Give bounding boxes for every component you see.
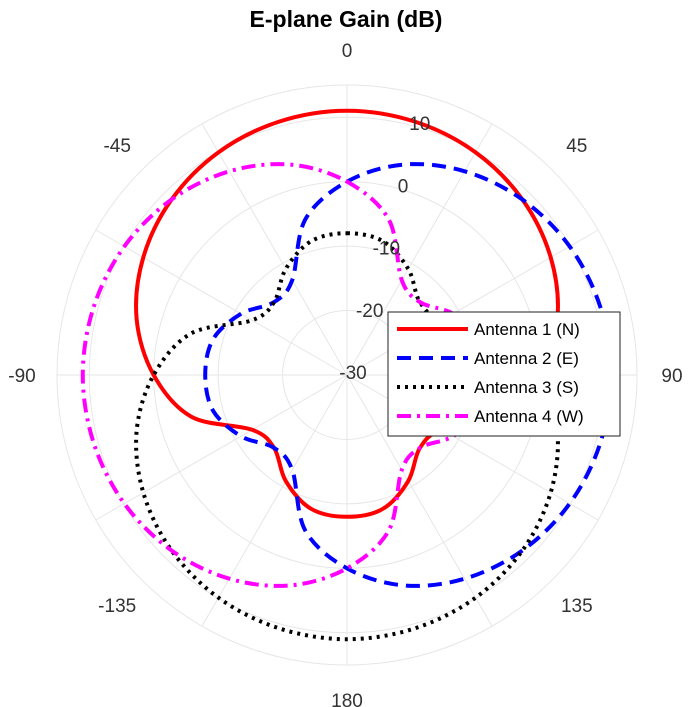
grid-spoke [346, 123, 493, 376]
grid-spoke [95, 229, 348, 376]
angle-label: 180 [331, 691, 363, 707]
radial-tick-label: 10 [409, 114, 430, 135]
angle-label: 0 [342, 41, 353, 62]
legend: Antenna 1 (N) Antenna 2 (E) Antenna 3 (S) A… [387, 311, 621, 437]
angle-label: -90 [8, 366, 35, 387]
angle-label: -45 [103, 136, 130, 157]
series-line-2 [203, 162, 614, 588]
angle-label: 90 [661, 366, 682, 387]
series-line-1 [134, 108, 560, 519]
angle-label: 135 [561, 596, 593, 617]
radial-tick-label: -30 [339, 363, 366, 384]
radial-tick-label: -10 [373, 239, 400, 260]
series-line-3 [134, 231, 560, 642]
radial-tick-label: 0 [398, 176, 409, 197]
legend-label-2: Antenna 2 (E) [474, 349, 579, 368]
chart-title: E-plane Gain (dB) [250, 6, 443, 32]
radial-tick-labels: -30 -20 -10 0 10 [339, 114, 430, 384]
grid-spoke [346, 374, 493, 627]
grid-spoke [201, 123, 348, 376]
legend-label-3: Antenna 3 (S) [474, 378, 579, 397]
angle-tick-labels: 0 45 90 135 180 -135 -90 -45 [8, 41, 682, 707]
grid-spoke [95, 374, 348, 521]
grid-spoke [201, 374, 348, 627]
angle-label: -135 [98, 596, 136, 617]
angle-label: 45 [566, 136, 587, 157]
legend-label-1: Antenna 1 (N) [474, 320, 580, 339]
radial-tick-label: -20 [356, 301, 383, 322]
legend-label-4: Antenna 4 (W) [474, 407, 584, 426]
